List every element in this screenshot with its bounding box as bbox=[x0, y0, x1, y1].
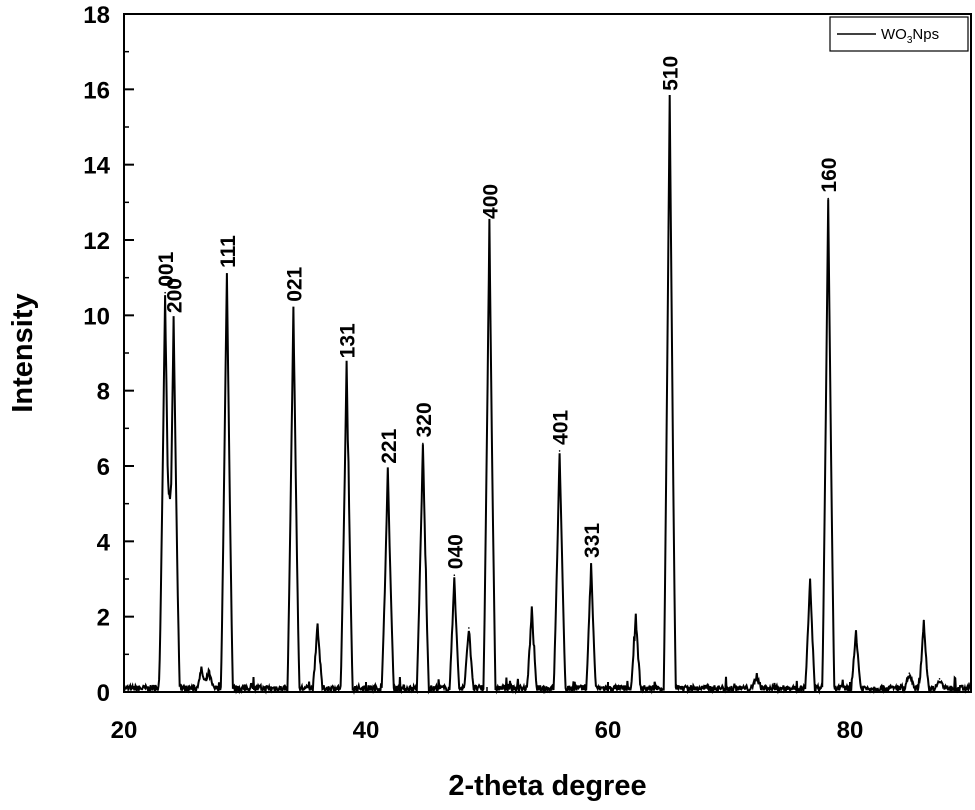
x-axis-title: 2-theta degree bbox=[448, 770, 646, 802]
peak-point bbox=[938, 678, 941, 680]
peak-point bbox=[292, 307, 295, 309]
peak-label: 320 bbox=[413, 402, 436, 437]
peak-point bbox=[345, 363, 348, 366]
peak-point bbox=[488, 224, 491, 226]
legend-label-base: WO bbox=[881, 26, 907, 43]
peak-label: 040 bbox=[444, 534, 467, 569]
peak-point bbox=[908, 672, 911, 674]
legend-label: WO3Nps bbox=[881, 26, 939, 46]
y-tick-label: 2 bbox=[97, 605, 110, 632]
series-line bbox=[123, 94, 972, 695]
x-tick-label: 60 bbox=[595, 717, 622, 744]
x-tick-label: 20 bbox=[111, 717, 138, 744]
peak-label: 221 bbox=[378, 428, 401, 463]
y-axis-title: Intensity bbox=[7, 293, 39, 412]
y-tick-label: 8 bbox=[97, 379, 110, 406]
y-tick-label: 18 bbox=[83, 2, 110, 29]
peak-point bbox=[386, 468, 389, 471]
peak-label: 021 bbox=[283, 266, 306, 301]
peak-point bbox=[422, 442, 424, 445]
peak-label: 001 bbox=[155, 251, 178, 286]
peak-label: 111 bbox=[217, 235, 240, 268]
peak-point bbox=[809, 578, 811, 580]
peak-point bbox=[207, 670, 210, 673]
peak-label: 200 bbox=[164, 278, 187, 313]
peak-point bbox=[635, 615, 637, 618]
peak-label: 401 bbox=[550, 410, 573, 445]
peak-point bbox=[226, 273, 228, 275]
peak-point bbox=[590, 563, 592, 565]
peak-point bbox=[316, 623, 319, 625]
legend: WO3Nps bbox=[829, 16, 969, 52]
peak-point bbox=[756, 674, 758, 676]
peak-label: 160 bbox=[818, 158, 841, 193]
peak-point bbox=[855, 630, 857, 633]
peak-point bbox=[172, 318, 175, 320]
peak-point bbox=[923, 619, 925, 622]
peak-point bbox=[453, 574, 456, 577]
peak-point bbox=[164, 291, 166, 294]
peak-label: 131 bbox=[337, 323, 360, 358]
y-tick-label: 14 bbox=[83, 153, 110, 180]
y-tick-label: 4 bbox=[97, 529, 111, 556]
legend-label-subscript: 3 bbox=[907, 35, 913, 46]
x-tick-label: 80 bbox=[837, 717, 864, 744]
y-tick-label: 0 bbox=[97, 680, 110, 707]
y-tick-label: 6 bbox=[97, 454, 110, 481]
peak-label: 331 bbox=[581, 523, 604, 558]
peak-point bbox=[827, 197, 830, 200]
peak-point bbox=[558, 450, 561, 452]
peak-label: 510 bbox=[660, 56, 683, 91]
y-axis-ticks: 0 2 4 6 8 10 12 14 16 18 bbox=[83, 2, 134, 707]
peak-label: 400 bbox=[479, 184, 502, 219]
x-axis-ticks: 20 40 60 80 bbox=[111, 682, 864, 744]
y-tick-label: 12 bbox=[83, 228, 110, 255]
y-tick-label: 16 bbox=[83, 77, 110, 104]
peak-point bbox=[668, 96, 671, 98]
legend-label-rest: Nps bbox=[912, 26, 939, 43]
peak-point bbox=[468, 627, 470, 629]
x-tick-label: 40 bbox=[353, 717, 380, 744]
peak-point bbox=[200, 668, 203, 671]
plot-frame bbox=[123, 13, 972, 693]
y-tick-label: 10 bbox=[83, 303, 110, 330]
peak-point bbox=[530, 608, 533, 610]
